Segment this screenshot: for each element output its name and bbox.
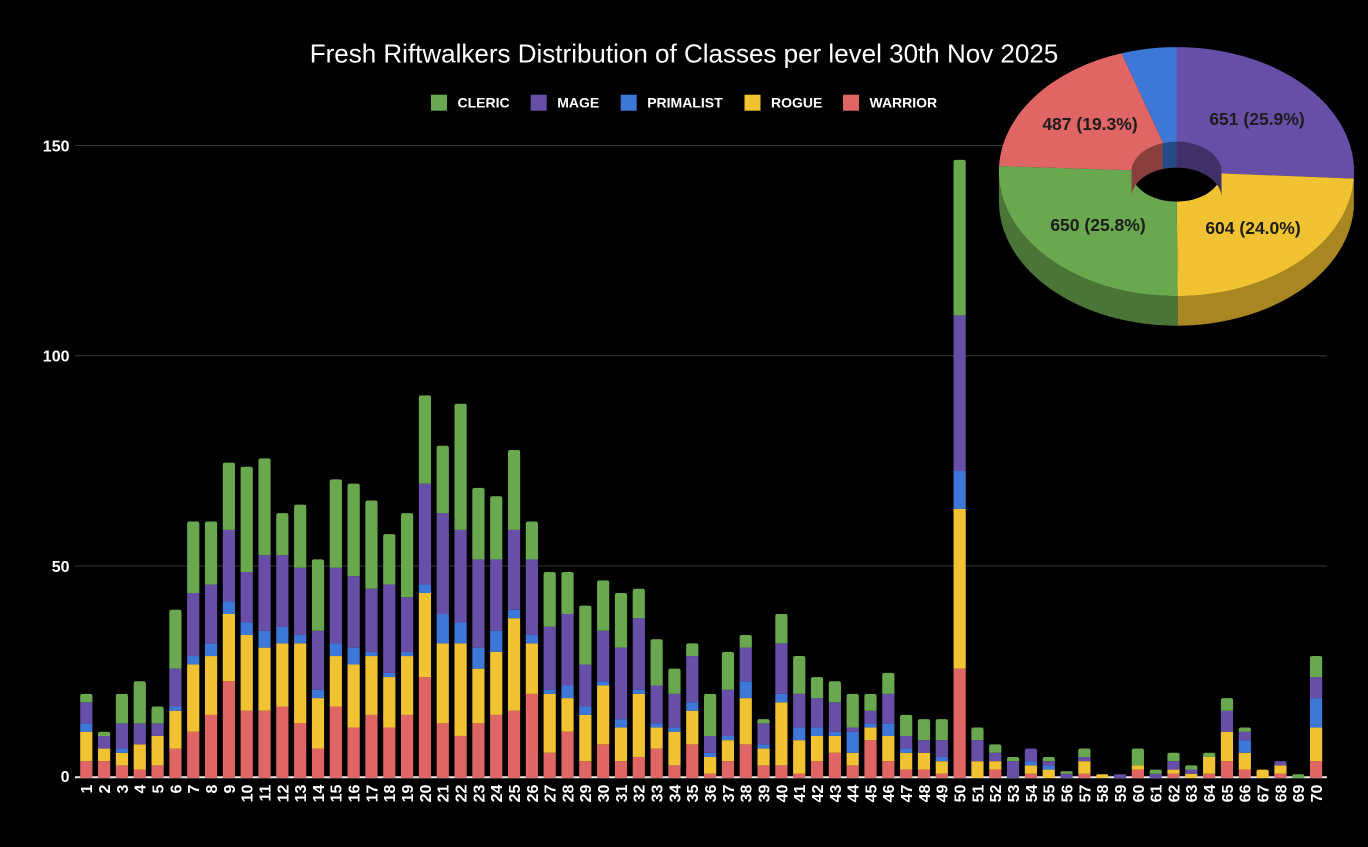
svg-text:36: 36: [703, 784, 720, 802]
svg-text:31: 31: [614, 784, 631, 802]
svg-text:60: 60: [1131, 784, 1148, 802]
svg-text:22: 22: [453, 784, 470, 802]
svg-text:35: 35: [685, 784, 702, 802]
svg-text:11: 11: [257, 785, 274, 802]
svg-text:34: 34: [667, 784, 684, 802]
svg-text:14: 14: [311, 784, 328, 802]
svg-text:32: 32: [632, 784, 649, 802]
svg-text:16: 16: [347, 784, 364, 802]
svg-text:WARRIOR: WARRIOR: [870, 95, 938, 111]
svg-text:487 (19.3%): 487 (19.3%): [1042, 114, 1137, 134]
svg-text:27: 27: [543, 784, 560, 802]
svg-text:50: 50: [52, 559, 70, 576]
svg-text:7: 7: [186, 785, 203, 794]
svg-text:10: 10: [240, 784, 257, 802]
svg-text:49: 49: [935, 784, 952, 802]
svg-text:21: 21: [436, 784, 453, 802]
svg-text:40: 40: [774, 784, 791, 802]
svg-text:4: 4: [133, 785, 150, 794]
svg-text:51: 51: [970, 784, 987, 802]
svg-text:PRIMALIST: PRIMALIST: [647, 95, 723, 111]
svg-text:68: 68: [1273, 784, 1290, 802]
svg-text:56: 56: [1059, 784, 1076, 802]
svg-text:13: 13: [293, 784, 310, 802]
svg-text:37: 37: [721, 784, 738, 802]
svg-text:50: 50: [953, 784, 970, 802]
svg-text:26: 26: [525, 784, 542, 802]
svg-text:5: 5: [150, 785, 167, 794]
svg-text:58: 58: [1095, 784, 1112, 802]
svg-text:44: 44: [846, 784, 863, 802]
svg-text:47: 47: [899, 784, 916, 802]
svg-text:23: 23: [471, 784, 488, 802]
svg-text:33: 33: [650, 784, 667, 802]
svg-text:650 (25.8%): 650 (25.8%): [1050, 215, 1145, 235]
svg-text:61: 61: [1149, 784, 1166, 802]
svg-text:3: 3: [115, 785, 132, 794]
svg-text:15: 15: [329, 784, 346, 802]
svg-text:24: 24: [489, 784, 506, 802]
svg-text:45: 45: [863, 784, 880, 802]
svg-text:65: 65: [1220, 784, 1237, 802]
svg-text:9: 9: [222, 785, 239, 794]
svg-text:29: 29: [578, 784, 595, 802]
svg-text:18: 18: [382, 784, 399, 802]
svg-text:67: 67: [1256, 784, 1273, 802]
svg-text:66: 66: [1238, 784, 1255, 802]
svg-text:54: 54: [1024, 784, 1041, 802]
svg-text:57: 57: [1077, 784, 1094, 802]
svg-text:100: 100: [43, 349, 70, 366]
svg-text:43: 43: [828, 784, 845, 802]
svg-text:28: 28: [560, 784, 577, 802]
svg-text:Fresh Riftwalkers Distribution: Fresh Riftwalkers Distribution of Classe…: [310, 38, 1059, 68]
svg-text:52: 52: [988, 784, 1005, 802]
svg-text:12: 12: [275, 784, 292, 802]
svg-text:20: 20: [418, 784, 435, 802]
svg-text:70: 70: [1309, 784, 1326, 802]
svg-text:30: 30: [596, 784, 613, 802]
svg-text:53: 53: [1006, 784, 1023, 802]
svg-text:MAGE: MAGE: [557, 95, 599, 111]
svg-text:64: 64: [1202, 784, 1219, 802]
svg-text:39: 39: [756, 784, 773, 802]
svg-text:ROGUE: ROGUE: [771, 95, 822, 111]
svg-text:46: 46: [881, 784, 898, 802]
svg-text:17: 17: [364, 784, 381, 802]
svg-text:55: 55: [1042, 784, 1059, 802]
svg-text:48: 48: [917, 784, 934, 802]
svg-text:69: 69: [1291, 784, 1308, 802]
svg-text:150: 150: [43, 138, 70, 155]
svg-text:63: 63: [1184, 784, 1201, 802]
svg-text:604 (24.0%): 604 (24.0%): [1205, 218, 1300, 238]
svg-text:62: 62: [1166, 784, 1183, 802]
svg-text:42: 42: [810, 784, 827, 802]
svg-text:19: 19: [400, 784, 417, 802]
svg-text:38: 38: [739, 784, 756, 802]
svg-text:8: 8: [204, 785, 221, 794]
svg-text:6: 6: [168, 785, 185, 794]
svg-text:0: 0: [61, 769, 70, 786]
svg-text:59: 59: [1113, 784, 1130, 802]
svg-text:1: 1: [79, 785, 96, 794]
svg-text:41: 41: [792, 784, 809, 802]
svg-text:CLERIC: CLERIC: [458, 95, 510, 111]
svg-text:651 (25.9%): 651 (25.9%): [1209, 109, 1304, 129]
svg-text:25: 25: [507, 784, 524, 802]
svg-text:2: 2: [97, 785, 114, 794]
